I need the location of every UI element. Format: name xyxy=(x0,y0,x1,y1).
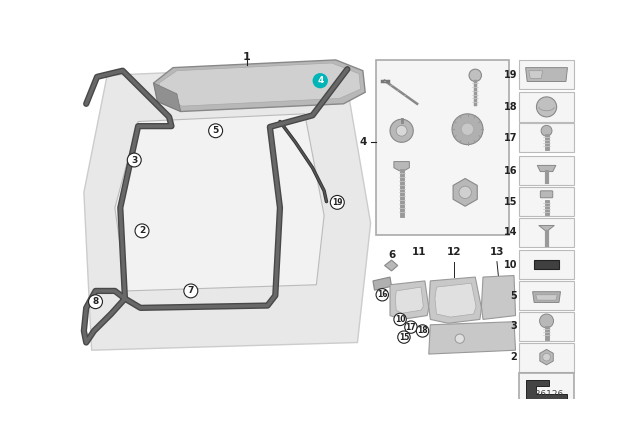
Circle shape xyxy=(209,124,223,138)
Circle shape xyxy=(88,295,102,309)
Polygon shape xyxy=(373,277,392,290)
Text: 15: 15 xyxy=(504,197,517,207)
FancyBboxPatch shape xyxy=(520,250,573,280)
Circle shape xyxy=(396,125,407,136)
Polygon shape xyxy=(115,114,324,291)
Text: 2: 2 xyxy=(510,352,517,362)
FancyBboxPatch shape xyxy=(520,218,573,247)
Polygon shape xyxy=(537,165,556,172)
Text: 11: 11 xyxy=(412,247,426,258)
Polygon shape xyxy=(453,178,477,206)
FancyBboxPatch shape xyxy=(376,60,509,236)
FancyBboxPatch shape xyxy=(520,60,573,89)
FancyBboxPatch shape xyxy=(540,191,553,198)
FancyBboxPatch shape xyxy=(520,92,573,121)
Text: 4: 4 xyxy=(317,76,323,85)
Polygon shape xyxy=(429,322,516,354)
Circle shape xyxy=(536,97,557,117)
Text: 17: 17 xyxy=(504,133,517,143)
Text: 3: 3 xyxy=(510,321,517,332)
FancyBboxPatch shape xyxy=(534,260,559,269)
Polygon shape xyxy=(529,71,543,78)
Polygon shape xyxy=(525,68,568,82)
Circle shape xyxy=(376,289,388,301)
Text: 14: 14 xyxy=(504,228,517,237)
Text: 16: 16 xyxy=(377,290,387,299)
Circle shape xyxy=(390,119,413,142)
Polygon shape xyxy=(532,292,561,302)
Text: 4: 4 xyxy=(360,137,367,147)
Circle shape xyxy=(184,284,198,298)
FancyBboxPatch shape xyxy=(520,187,573,216)
Circle shape xyxy=(417,325,429,337)
Polygon shape xyxy=(429,277,481,323)
Circle shape xyxy=(330,195,344,209)
Text: 17: 17 xyxy=(406,323,416,332)
Text: 5: 5 xyxy=(510,291,517,301)
Polygon shape xyxy=(435,283,476,317)
Polygon shape xyxy=(536,295,557,300)
Text: 3: 3 xyxy=(131,155,138,164)
Circle shape xyxy=(543,353,550,361)
Text: 7: 7 xyxy=(188,286,194,295)
Polygon shape xyxy=(539,225,554,232)
Polygon shape xyxy=(84,65,371,350)
Text: 18: 18 xyxy=(417,327,428,336)
Polygon shape xyxy=(394,162,410,171)
Text: 12: 12 xyxy=(447,247,461,258)
Text: 8: 8 xyxy=(92,297,99,306)
Polygon shape xyxy=(481,276,516,319)
Circle shape xyxy=(461,123,474,135)
Text: 486126: 486126 xyxy=(529,390,564,399)
Circle shape xyxy=(540,314,554,328)
Polygon shape xyxy=(385,260,397,271)
FancyBboxPatch shape xyxy=(520,373,573,402)
Polygon shape xyxy=(159,63,360,106)
Polygon shape xyxy=(154,60,365,112)
Circle shape xyxy=(394,313,406,326)
Text: 10: 10 xyxy=(395,315,405,324)
Polygon shape xyxy=(390,281,429,319)
Text: 5: 5 xyxy=(212,126,219,135)
Polygon shape xyxy=(540,349,553,365)
Text: 18: 18 xyxy=(504,102,517,112)
Text: 15: 15 xyxy=(399,332,409,342)
Text: 19: 19 xyxy=(332,198,342,207)
Circle shape xyxy=(459,186,472,198)
Circle shape xyxy=(313,74,327,88)
Text: 19: 19 xyxy=(504,69,517,80)
Circle shape xyxy=(452,114,483,145)
Text: 6: 6 xyxy=(388,250,396,260)
FancyBboxPatch shape xyxy=(520,281,573,310)
Polygon shape xyxy=(396,287,423,313)
Circle shape xyxy=(455,334,465,343)
Circle shape xyxy=(469,69,481,82)
FancyBboxPatch shape xyxy=(520,123,573,152)
Text: 13: 13 xyxy=(490,247,504,258)
Circle shape xyxy=(397,331,410,343)
Circle shape xyxy=(127,153,141,167)
Circle shape xyxy=(404,321,417,333)
Circle shape xyxy=(541,125,552,136)
Circle shape xyxy=(135,224,149,238)
FancyBboxPatch shape xyxy=(520,312,573,341)
Text: 16: 16 xyxy=(504,166,517,176)
Text: 1: 1 xyxy=(243,52,250,62)
FancyBboxPatch shape xyxy=(520,343,573,372)
Text: 10: 10 xyxy=(504,260,517,270)
Text: 2: 2 xyxy=(139,226,145,235)
FancyBboxPatch shape xyxy=(520,156,573,185)
Polygon shape xyxy=(525,380,568,400)
Polygon shape xyxy=(154,83,180,112)
